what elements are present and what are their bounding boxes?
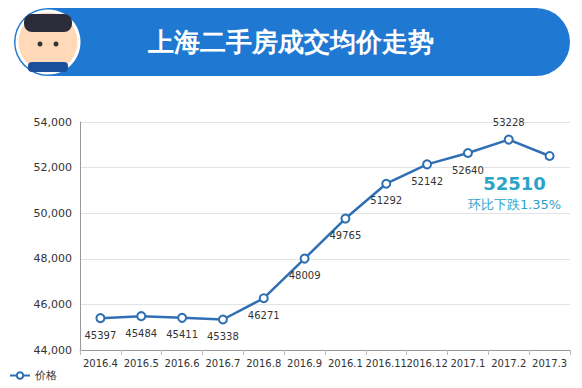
svg-text:2016.4: 2016.4: [83, 358, 118, 369]
svg-text:45338: 45338: [207, 331, 239, 342]
svg-text:51292: 51292: [370, 195, 402, 206]
svg-text:52510: 52510: [483, 173, 546, 194]
svg-text:2016.9: 2016.9: [287, 358, 322, 369]
svg-text:2017.2: 2017.2: [491, 358, 526, 369]
svg-text:49765: 49765: [330, 230, 362, 241]
svg-text:52142: 52142: [411, 176, 443, 187]
svg-text:2016.6: 2016.6: [165, 358, 200, 369]
svg-text:2016.1: 2016.1: [328, 358, 363, 369]
svg-text:45411: 45411: [166, 329, 198, 340]
svg-text:50,000: 50,000: [34, 207, 73, 220]
svg-text:上海二手房成交均价走势: 上海二手房成交均价走势: [147, 27, 434, 57]
svg-text:46,000: 46,000: [34, 298, 73, 311]
svg-text:2016.5: 2016.5: [124, 358, 159, 369]
svg-text:46271: 46271: [248, 310, 280, 321]
svg-text:54,000: 54,000: [34, 116, 73, 129]
svg-text:环比下跌1.35%: 环比下跌1.35%: [468, 197, 561, 212]
svg-text:53228: 53228: [493, 117, 525, 128]
svg-text:45397: 45397: [85, 330, 117, 341]
svg-text:44,000: 44,000: [34, 344, 73, 357]
svg-text:2016.11: 2016.11: [366, 358, 407, 369]
svg-text:52,000: 52,000: [34, 161, 73, 174]
svg-text:48,000: 48,000: [34, 252, 73, 265]
svg-text:2017.3: 2017.3: [532, 358, 567, 369]
svg-text:45484: 45484: [125, 328, 157, 339]
svg-text:2016.8: 2016.8: [246, 358, 281, 369]
svg-text:2016.12: 2016.12: [406, 358, 447, 369]
svg-text:2016.7: 2016.7: [205, 358, 240, 369]
svg-text:2017.1: 2017.1: [450, 358, 485, 369]
svg-text:52640: 52640: [452, 165, 484, 176]
svg-text:48009: 48009: [289, 270, 321, 281]
svg-text:价格: 价格: [34, 369, 57, 382]
